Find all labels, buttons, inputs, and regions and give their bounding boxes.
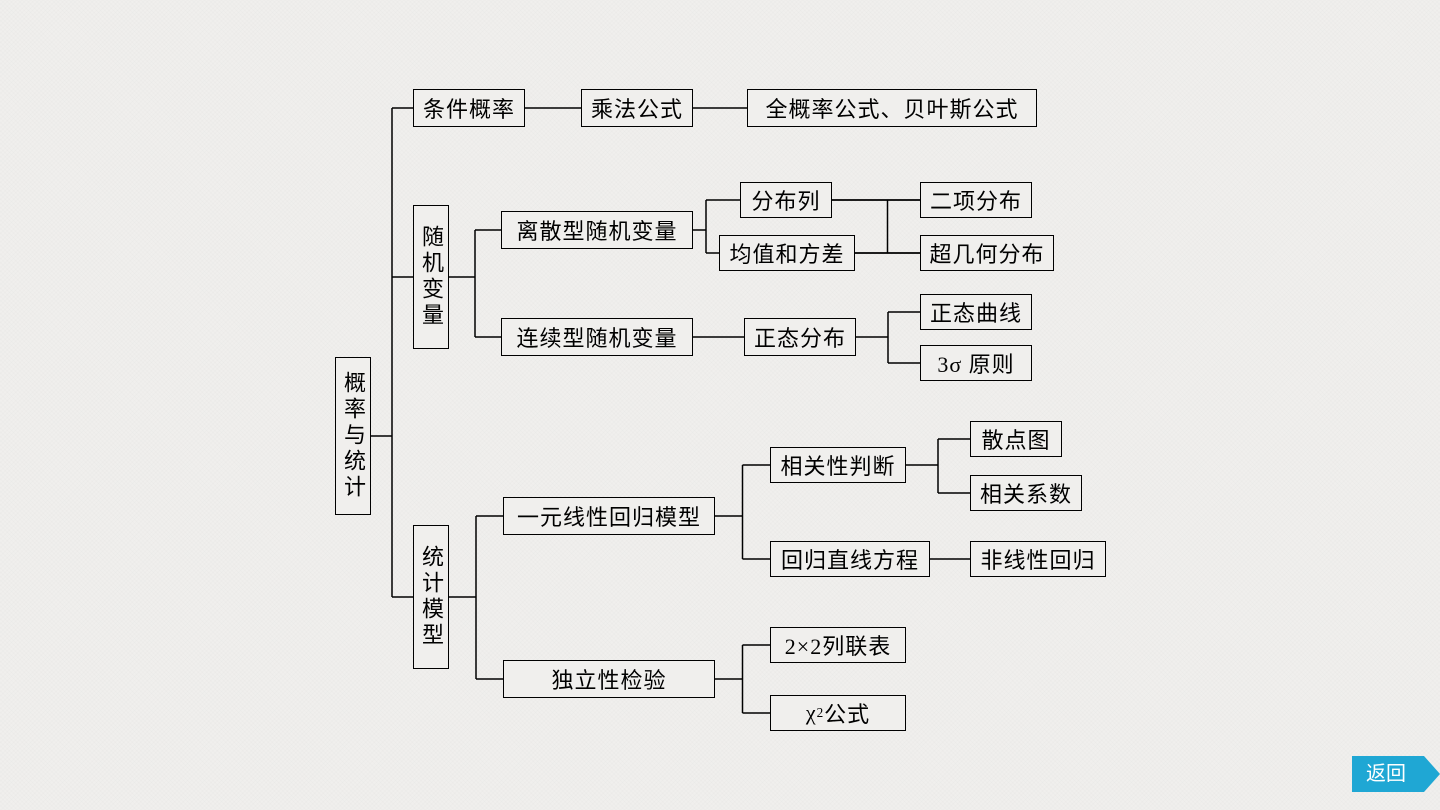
node-d_hyp: 超几何分布	[920, 235, 1054, 271]
node-cor_sc: 散点图	[970, 421, 1062, 457]
node-lin_eq: 回归直线方程	[770, 541, 930, 577]
node-p_mul: 乘法公式	[581, 89, 693, 127]
node-c_3sig: 3σ 原则	[920, 345, 1032, 381]
node-p_all: 全概率公式、贝叶斯公式	[747, 89, 1037, 127]
node-l1b: 随机变量	[413, 205, 449, 349]
node-root: 概率与统计	[335, 357, 371, 515]
node-d_mv: 均值和方差	[719, 235, 855, 271]
node-rv_d: 离散型随机变量	[501, 211, 693, 249]
node-ind_tb: 2×2列联表	[770, 627, 906, 663]
node-d_bin: 二项分布	[920, 182, 1032, 218]
node-sm_ind: 独立性检验	[503, 660, 715, 698]
node-sm_lin: 一元线性回归模型	[503, 497, 715, 535]
node-c_curve: 正态曲线	[920, 294, 1032, 330]
node-c_norm: 正态分布	[744, 318, 856, 356]
node-ind_chi: χ2公式	[770, 695, 906, 731]
node-lin_cor: 相关性判断	[770, 447, 906, 483]
node-eq_nl: 非线性回归	[970, 541, 1106, 577]
node-l1a: 条件概率	[413, 89, 525, 127]
node-rv_c: 连续型随机变量	[501, 318, 693, 356]
return-button-label: 返回	[1352, 756, 1424, 792]
node-cor_cc: 相关系数	[970, 475, 1082, 511]
chevron-right-icon	[1424, 756, 1440, 792]
node-l1c: 统计模型	[413, 525, 449, 669]
return-button[interactable]: 返回	[1352, 756, 1440, 792]
diagram-canvas: 概率与统计 条件概率随机变量统计模型 乘法公式 全概率公式、贝叶斯公式离散型随机变量连…	[0, 0, 1440, 810]
node-d_list: 分布列	[740, 182, 832, 218]
